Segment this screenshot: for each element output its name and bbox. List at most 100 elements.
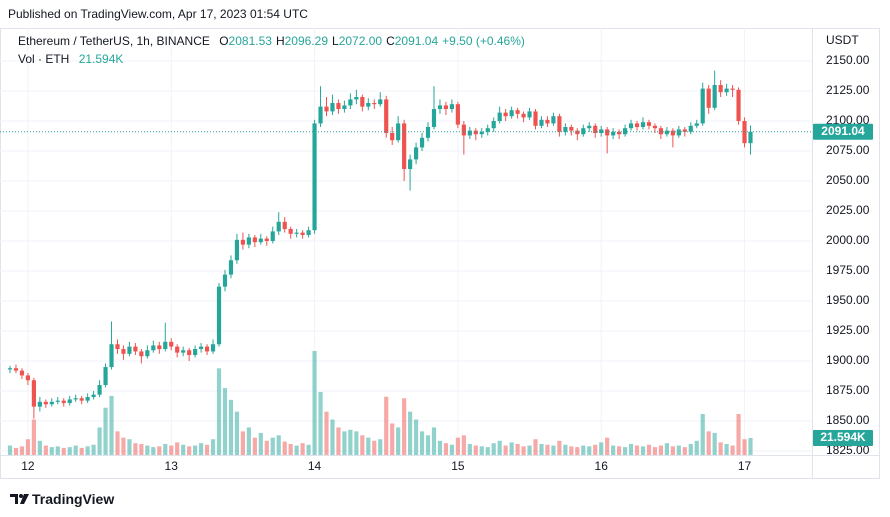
candle-body <box>240 239 245 245</box>
candle-body <box>437 105 443 110</box>
candle-body <box>73 398 78 400</box>
currency-label: USDT <box>826 33 859 47</box>
volume-bar <box>372 440 377 455</box>
candle-body <box>473 130 478 135</box>
candle-body <box>455 104 460 125</box>
y-tick-label: 2150.00 <box>826 53 870 67</box>
volume-bar <box>622 447 628 455</box>
volume-bar <box>300 443 305 455</box>
candle-body <box>199 346 204 350</box>
candle-body <box>628 123 634 129</box>
ohlc-value: 2081.53 <box>228 34 272 48</box>
volume-bar <box>13 447 19 455</box>
volume-bar <box>109 395 114 455</box>
volume-bar <box>175 442 180 455</box>
y-tick-label: 2100.00 <box>826 113 870 127</box>
volume-pane <box>7 351 753 455</box>
volume-bar <box>228 399 234 455</box>
candle-body <box>270 231 275 242</box>
candle-body <box>169 341 174 347</box>
candle-body <box>605 129 610 136</box>
candle-body <box>204 346 210 352</box>
volume-bar <box>19 446 25 455</box>
volume-bar <box>443 443 449 455</box>
candle-body <box>133 346 138 352</box>
volume-bar <box>742 439 747 455</box>
volume-bar <box>527 445 532 455</box>
y-tick-label: 1825.00 <box>826 443 870 457</box>
volume-bar <box>49 447 54 455</box>
candle-body <box>599 129 604 134</box>
volume-bar <box>419 431 425 455</box>
brand-name: TradingView <box>32 491 115 507</box>
candle-body <box>103 367 108 386</box>
symbol-name: Ethereum / TetherUS, 1h, BINANCE <box>18 34 210 48</box>
volume-bar <box>204 444 210 455</box>
volume-bar <box>193 445 198 455</box>
candle-body <box>408 159 413 170</box>
candles <box>0 70 812 419</box>
x-tick-label: 14 <box>308 459 322 473</box>
candle-body <box>503 112 508 117</box>
x-tick-label: 13 <box>165 459 179 473</box>
candle-body <box>61 400 66 404</box>
chart: 1825.00 1850.00 1875.00 1900.00 1925.00 1950.… <box>0 28 880 479</box>
volume-bar <box>79 447 84 455</box>
volume-bar <box>91 444 96 455</box>
published-note: Published on TradingView.com, Apr 17, 20… <box>8 7 308 21</box>
volume-bar <box>402 398 407 455</box>
volume-bar <box>288 443 293 455</box>
candle-body <box>282 221 287 230</box>
candle-body <box>700 88 705 124</box>
volume-bar <box>509 442 514 455</box>
volume-bar <box>157 446 162 455</box>
candle-body <box>646 122 652 126</box>
volume-bar <box>252 437 257 455</box>
volume-bar <box>473 445 478 455</box>
volume-bar <box>748 437 753 455</box>
candle-body <box>43 401 48 405</box>
price-change: +9.50 (+0.46%) <box>442 34 525 48</box>
volume-title: Vol · ETH <box>18 52 70 66</box>
candle-body <box>449 104 454 110</box>
volume-bar <box>234 411 240 455</box>
volume-bar <box>336 427 341 455</box>
ohlc-key: O <box>219 34 229 48</box>
candle-body <box>557 116 562 132</box>
candle-body <box>37 401 42 407</box>
volume-bar <box>318 391 323 455</box>
candle-body <box>509 110 514 117</box>
volume-bar <box>688 443 693 455</box>
volume-bar <box>169 445 174 455</box>
candle-body <box>306 230 311 236</box>
volume-bar <box>294 445 299 455</box>
candle-body <box>688 125 693 132</box>
candle-body <box>694 123 699 126</box>
volume-bar <box>431 427 437 455</box>
volume-bar <box>127 439 132 455</box>
volume-bar <box>378 439 383 455</box>
candle-body <box>276 221 281 232</box>
volume-bar <box>324 411 329 455</box>
volume-bar <box>533 439 538 455</box>
volume-bar <box>276 435 281 455</box>
volume-bar <box>210 439 216 455</box>
candle-body <box>676 129 681 136</box>
candle-body <box>264 238 269 242</box>
candle-body <box>670 130 675 136</box>
volume-bar <box>342 431 347 455</box>
candle-body <box>19 370 25 376</box>
candle-body <box>587 125 592 129</box>
volume-bar <box>270 437 275 455</box>
candle-body <box>402 123 407 170</box>
candle-body <box>748 131 753 144</box>
candle-body <box>730 88 735 90</box>
volume-legend: Vol · ETH 21.594K <box>18 52 123 66</box>
volume-bar <box>384 396 389 455</box>
candle-body <box>712 85 717 108</box>
candle-body <box>443 105 449 110</box>
volume-bar <box>31 419 36 455</box>
volume-bar <box>306 444 311 455</box>
candle-body <box>336 103 341 110</box>
volume-bar <box>694 440 699 455</box>
